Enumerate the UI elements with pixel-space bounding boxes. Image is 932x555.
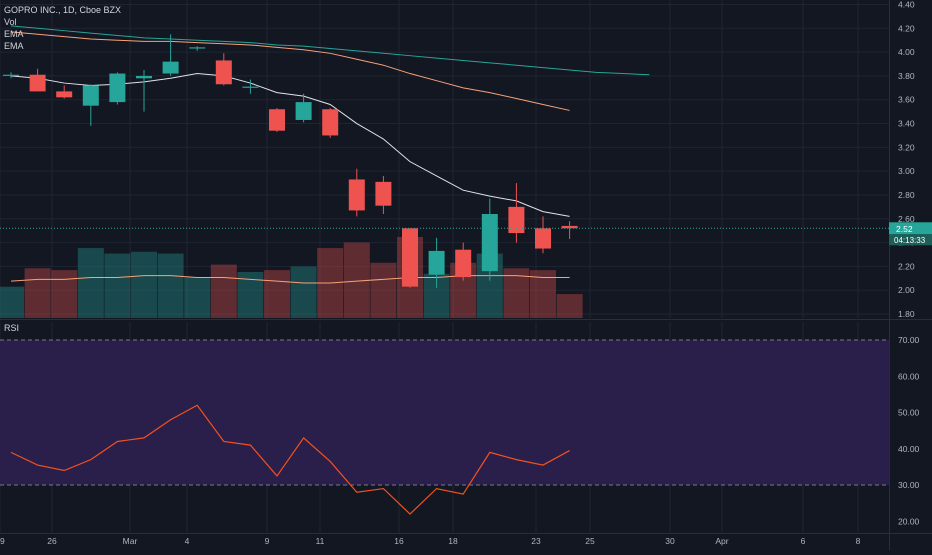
price-tick-label: 3.00: [898, 166, 915, 176]
volume-bar: [530, 270, 556, 318]
candle-body: [189, 47, 206, 49]
last-price-tag: [889, 222, 932, 235]
last-price-value: 2.52: [896, 224, 913, 234]
candle-body: [109, 73, 126, 103]
ema-slow-label[interactable]: EMA: [4, 41, 24, 51]
volume-bar: [370, 262, 397, 318]
price-tick-label: 2.80: [898, 190, 915, 200]
candle-body: [56, 91, 73, 98]
ema-long-line: [10, 25, 650, 76]
rsi-tick-label: 50.00: [898, 408, 920, 418]
price-tick-label: 3.20: [898, 142, 915, 152]
price-tick-label: 1.80: [898, 309, 915, 319]
vol-indicator-label[interactable]: Vol: [4, 17, 17, 27]
candle-body: [242, 86, 259, 88]
price-tick-label: 2.20: [898, 261, 915, 271]
time-tick-label: 4: [185, 536, 190, 546]
time-tick-label: 30: [665, 536, 675, 546]
ema-slow-line: [10, 31, 570, 111]
candle-body: [215, 60, 232, 85]
price-tick-label: 3.80: [898, 71, 915, 81]
volume-ma-line: [10, 275, 570, 284]
candle-body: [136, 75, 152, 79]
candle-body: [428, 250, 445, 275]
candle-body: [375, 181, 392, 206]
time-tick-label: Apr: [715, 536, 728, 546]
candle-body: [455, 249, 472, 278]
countdown-tag: [889, 234, 932, 246]
time-tick-label: 16: [394, 536, 404, 546]
volume-bar: [131, 251, 157, 318]
time-tick-label: Mar: [123, 536, 138, 546]
time-tick-label: 19: [0, 536, 5, 546]
price-tick-label: 3.60: [898, 95, 915, 105]
ema-fast-line: [10, 73, 570, 217]
volume-bar: [51, 270, 78, 318]
price-tick-label: 4.40: [898, 0, 915, 10]
volume-bar: [210, 264, 237, 318]
price-tick-label: 2.00: [898, 285, 915, 295]
time-tick-label: 26: [47, 536, 57, 546]
legend: GOPRO INC., 1D, Cboe BZX Vol EMA EMA: [4, 4, 121, 52]
rsi-legend: RSI: [4, 322, 19, 334]
volume-bar: [0, 286, 24, 318]
rsi-tick-label: 20.00: [898, 516, 920, 526]
price-tick-label: 3.40: [898, 119, 915, 129]
rsi-tick-label: 70.00: [898, 335, 920, 345]
volume-bar: [556, 294, 583, 318]
candle-body: [402, 228, 418, 287]
candle-body: [508, 206, 525, 234]
rsi-tick-label: 60.00: [898, 371, 920, 381]
ema-fast-label[interactable]: EMA: [4, 29, 24, 39]
candle-body: [348, 179, 365, 211]
time-tick-label: 9: [265, 536, 270, 546]
price-tick-label: 4.00: [898, 47, 915, 57]
time-tick-label: 23: [531, 536, 541, 546]
candle-body: [3, 74, 19, 76]
candle-body: [162, 61, 179, 74]
candle-body: [322, 109, 339, 136]
candle-body: [269, 109, 285, 131]
rsi-label[interactable]: RSI: [4, 323, 20, 333]
countdown-value: 04:13:33: [894, 236, 926, 245]
candle-body: [535, 228, 551, 249]
rsi-band: [0, 340, 889, 485]
time-tick-label: 8: [856, 536, 861, 546]
price-tick-label: 4.20: [898, 23, 915, 33]
candle-body: [295, 102, 312, 120]
rsi-line: [10, 404, 570, 515]
candle-body: [82, 85, 99, 106]
volume-bar: [24, 268, 51, 318]
volume-bar: [184, 277, 211, 318]
candle-body: [561, 225, 578, 229]
volume-bar: [290, 266, 317, 318]
price-tick-label: 2.60: [898, 214, 915, 224]
symbol-title[interactable]: GOPRO INC., 1D, Cboe BZX: [4, 5, 122, 15]
rsi-tick-label: 30.00: [898, 480, 920, 490]
volume-bar: [104, 253, 131, 318]
volume-bar: [77, 248, 104, 318]
time-tick-label: 25: [585, 536, 595, 546]
candle-body: [29, 74, 46, 92]
rsi-tick-label: 40.00: [898, 444, 920, 454]
time-tick-label: 18: [448, 536, 458, 546]
time-tick-label: 6: [801, 536, 806, 546]
volume-bar: [157, 253, 184, 318]
candle-body: [481, 214, 498, 272]
volume-bar: [264, 270, 290, 318]
time-tick-label: 11: [316, 536, 325, 546]
